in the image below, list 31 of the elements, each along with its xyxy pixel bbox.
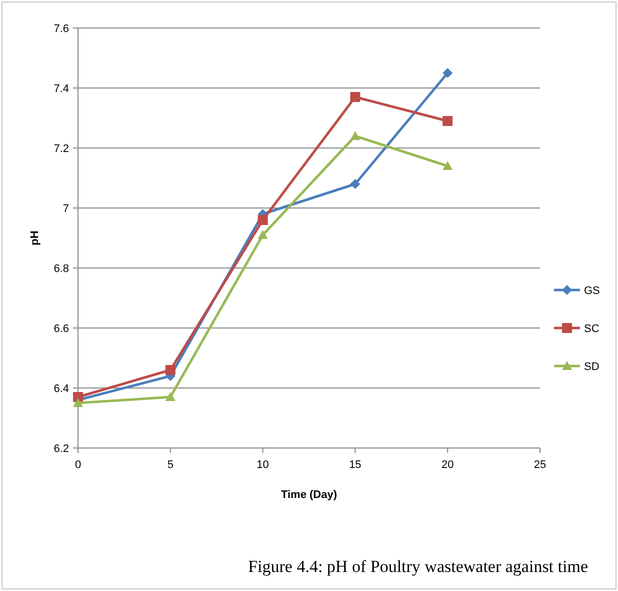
x-tick-label: 25 [534,459,546,471]
x-tick-label: 0 [74,459,82,471]
legend-label: SC [584,322,600,335]
x-tick-label: 20 [441,459,454,471]
point [258,215,268,225]
x-tick-label: 10 [256,459,269,471]
point [350,131,360,140]
caption: Figure 4.4: pH of Poultry wastewater against time [248,557,588,576]
point [442,161,453,170]
point [165,365,176,375]
point [442,68,453,78]
x-tick-label: 15 [349,459,362,471]
y-tick-label: 6.4 [54,382,69,395]
legend-label: GS [584,284,600,297]
y-tick-label: 7.6 [54,22,69,35]
y-tick-label: 7 [62,202,69,215]
point [350,92,360,102]
x-axis-title: Time (Day) [280,489,338,501]
legend-label: SD [584,360,600,373]
x-tick-label: 5 [167,459,174,471]
y-tick-label: 7.4 [54,82,69,95]
point [73,398,83,407]
point [442,116,453,126]
point [258,230,268,239]
y-tick-label: 6.2 [54,442,69,455]
point [165,392,176,401]
y-tick-label: 7.2 [54,142,69,155]
y-tick-label: 6.8 [54,262,69,275]
point [350,179,360,189]
y-axis-title: pH [29,230,41,246]
y-tick-label: 6.6 [54,322,69,335]
